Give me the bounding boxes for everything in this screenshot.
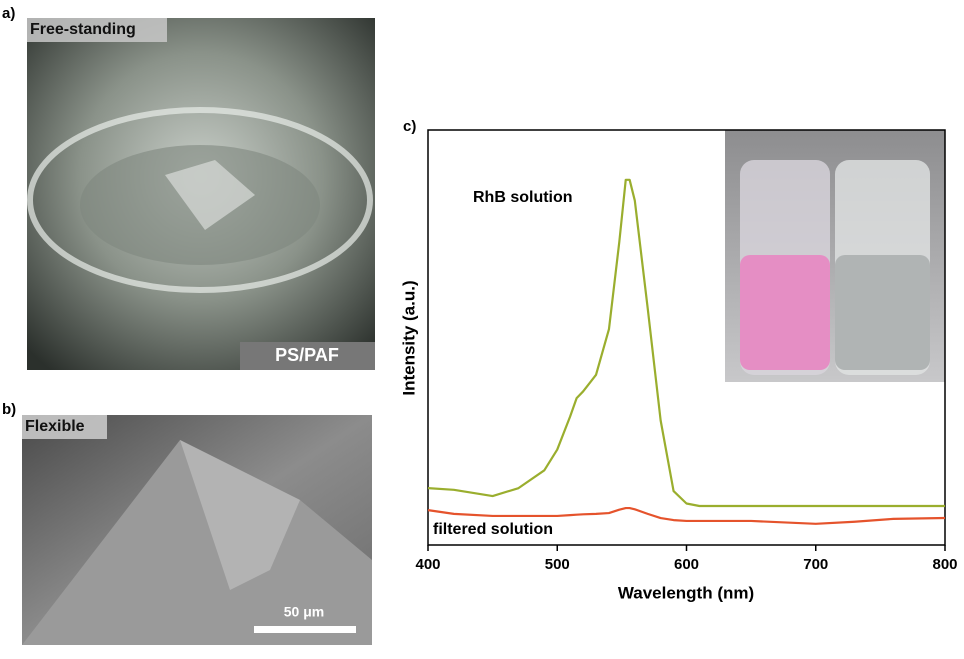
tag: PS/PAF — [275, 345, 339, 365]
film — [165, 160, 255, 230]
x-tick-label: 400 — [415, 556, 440, 573]
panel-label: c) — [403, 118, 416, 135]
vial-liquid — [835, 255, 930, 370]
caption-box — [27, 18, 167, 42]
y-axis-label: Intensity (a.u.) — [399, 280, 418, 395]
scale-label: 50 μm — [284, 604, 324, 620]
line-series — [427, 506, 946, 525]
tag-box — [240, 342, 375, 370]
caption: Free-standing — [30, 21, 136, 38]
x-tick-label: 700 — [803, 556, 828, 573]
panel-label: a) — [2, 5, 15, 22]
x-tick-label: 800 — [932, 556, 957, 573]
x-tick-label: 600 — [674, 556, 699, 573]
caption: Flexible — [25, 418, 85, 435]
x-tick-label: 500 — [545, 556, 570, 573]
vial-liquid — [740, 255, 830, 370]
sheet — [22, 440, 372, 645]
annotation: filtered solution — [433, 521, 553, 538]
panel-label: b) — [2, 401, 16, 418]
fold — [180, 440, 300, 590]
annotation: RhB solution — [473, 189, 573, 206]
dish-rim — [27, 107, 373, 293]
caption-box — [22, 415, 107, 439]
line-series — [427, 178, 945, 508]
scale-bar — [254, 626, 356, 633]
x-axis-label: Wavelength (nm) — [618, 583, 754, 602]
